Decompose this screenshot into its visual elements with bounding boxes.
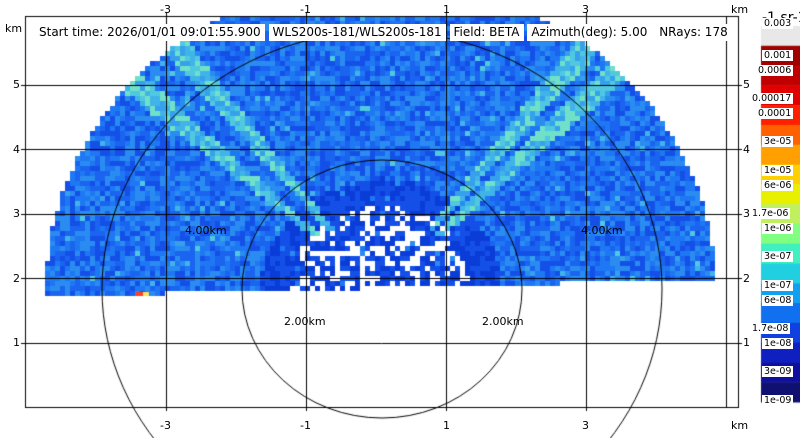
colorbar-tick-label: 1e-06 xyxy=(762,223,794,234)
colorbar-tick-label: 1.7e-08 xyxy=(750,323,791,334)
colorbar-tick-label: 1.7e-06 xyxy=(750,208,791,219)
colorbar-tick-label: 3e-09 xyxy=(762,366,794,377)
y-tick-left: 4 xyxy=(13,143,20,156)
instrument-label: WLS200s-181/WLS200s-181 xyxy=(270,24,444,41)
y-tick-right: 2 xyxy=(743,272,750,285)
colorbar-tick-label: 0.0001 xyxy=(756,108,794,119)
x-unit-top: km xyxy=(731,3,749,16)
x-unit-bottom: km xyxy=(731,419,749,432)
x-tick-bottom: 1 xyxy=(443,419,450,432)
azimuth-label: Azimuth(deg): 5.00 xyxy=(529,24,650,41)
x-tick-top: -1 xyxy=(300,3,311,16)
colorbar-tick-label: 3e-05 xyxy=(762,136,794,147)
colorbar-tick-label: 0.001 xyxy=(762,50,794,61)
x-tick-bottom: 3 xyxy=(582,419,589,432)
y-tick-left: 3 xyxy=(13,207,20,220)
ring-label-inner-right: 2.00km xyxy=(482,315,524,328)
start-time-label: Start time: 2026/01/01 09:01:55.900 xyxy=(37,24,263,41)
x-tick-top: 3 xyxy=(582,3,589,16)
x-tick-bottom: -3 xyxy=(160,419,171,432)
x-tick-top: 1 xyxy=(443,3,450,16)
colorbar-tick-label: 6e-08 xyxy=(762,295,794,306)
y-tick-left: 5 xyxy=(13,78,20,91)
colorbar-tick-label: 0.00017 xyxy=(750,93,794,104)
colorbar-tick-label: 3e-07 xyxy=(762,251,794,262)
y-tick-right: 5 xyxy=(743,78,750,91)
colorbar-tick-label: 1e-08 xyxy=(762,338,794,349)
plot-info-panel: Start time: 2026/01/01 09:01:55.900 WLS2… xyxy=(35,24,732,41)
nrays-label: NRays: 178 xyxy=(657,24,730,41)
colorbar-tick-label: 0.0006 xyxy=(756,65,794,76)
y-tick-right: 4 xyxy=(743,143,750,156)
y-tick-right: 1 xyxy=(743,336,750,349)
colorbar-tick-label: 1e-05 xyxy=(762,165,794,176)
x-tick-bottom: -1 xyxy=(300,419,311,432)
field-label: Field: BETA xyxy=(451,24,522,41)
colorbar-tick-label: 1e-07 xyxy=(762,280,794,291)
colorbar-tick-label: 0.003 xyxy=(762,18,794,29)
colorbar-tick-label: 1e-09 xyxy=(762,395,794,406)
x-tick-top: -3 xyxy=(160,3,171,16)
colorbar-tick-label: 6e-06 xyxy=(762,180,794,191)
ring-label-outer-left: 4.00km xyxy=(185,224,227,237)
ring-label-outer-right: 4.00km xyxy=(581,224,623,237)
y-unit-left: km xyxy=(5,22,23,35)
y-tick-left: 1 xyxy=(13,336,20,349)
y-tick-left: 2 xyxy=(13,272,20,285)
ring-label-inner-left: 2.00km xyxy=(284,315,326,328)
y-tick-right: 3 xyxy=(743,207,750,220)
